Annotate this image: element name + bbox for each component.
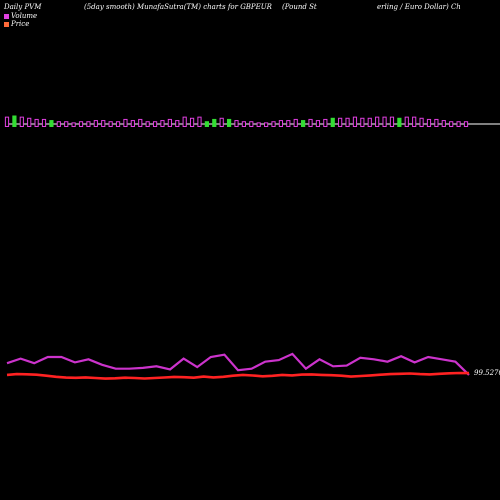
volume-bar bbox=[441, 120, 446, 127]
volume-bar bbox=[389, 116, 395, 128]
volume-bar bbox=[123, 118, 128, 128]
volume-bar bbox=[49, 120, 54, 127]
volume-bar bbox=[12, 115, 17, 127]
smooth-series-line bbox=[6, 352, 470, 376]
volume-bar bbox=[397, 117, 402, 127]
volume-bar bbox=[256, 122, 261, 127]
volume-bar bbox=[4, 116, 10, 128]
volume-bar bbox=[249, 121, 254, 128]
legend-price-label: Price bbox=[11, 20, 30, 28]
volume-bar bbox=[278, 120, 284, 127]
volume-bar bbox=[338, 117, 343, 127]
volume-bar bbox=[108, 121, 113, 128]
last-price-label: 99.5270 bbox=[474, 369, 500, 377]
chart-title: (5day smooth) MunafaSutra(TM) charts for… bbox=[84, 3, 272, 11]
volume-bar bbox=[219, 117, 224, 127]
volume-bar bbox=[101, 120, 106, 127]
volume-bar bbox=[323, 118, 328, 128]
legend-price-swatch bbox=[4, 21, 9, 27]
volume-bar bbox=[34, 118, 39, 128]
volume-bar bbox=[115, 121, 121, 128]
volume-bar bbox=[367, 117, 372, 127]
volume-bar bbox=[375, 116, 380, 128]
volume-bar bbox=[264, 122, 269, 127]
volume-bar bbox=[19, 116, 24, 128]
legend-volume-swatch bbox=[4, 13, 9, 19]
volume-bar bbox=[130, 120, 135, 127]
volume-bar bbox=[93, 120, 98, 127]
volume-bar bbox=[419, 117, 424, 127]
volume-bar bbox=[434, 118, 439, 128]
volume-bar bbox=[138, 118, 143, 128]
volume-bar bbox=[293, 118, 298, 128]
volume-bar bbox=[271, 121, 276, 128]
volume-bar bbox=[86, 121, 91, 128]
volume-bar bbox=[301, 120, 306, 127]
volume-bar bbox=[204, 121, 209, 128]
volume-bar bbox=[152, 121, 158, 128]
volume-bar bbox=[308, 118, 313, 128]
price-series-line bbox=[6, 371, 470, 380]
legend-volume-label: Volume bbox=[11, 12, 38, 20]
volume-bar bbox=[226, 118, 232, 128]
volume-bar bbox=[456, 121, 461, 128]
volume-bar bbox=[286, 120, 291, 127]
volume-bar bbox=[41, 118, 47, 128]
volume-bar bbox=[360, 117, 365, 127]
volume-bar bbox=[78, 121, 84, 128]
chart-type-label: Daily PVM bbox=[4, 3, 42, 11]
volume-bar bbox=[167, 118, 172, 128]
instrument-name-part1: (Pound St bbox=[282, 3, 317, 11]
volume-bar bbox=[27, 117, 32, 127]
instrument-name-part2: erling / Euro Dollar) Ch bbox=[377, 3, 461, 11]
legend-price: Price bbox=[4, 20, 29, 28]
volume-bar bbox=[404, 116, 409, 128]
volume-bar bbox=[175, 120, 180, 127]
volume-bar bbox=[382, 116, 387, 128]
volume-bar bbox=[64, 121, 69, 128]
volume-bar bbox=[234, 120, 239, 127]
volume-bar bbox=[197, 116, 202, 128]
volume-bar bbox=[449, 121, 454, 128]
volume-bar bbox=[463, 121, 469, 128]
volume-bar bbox=[56, 121, 61, 128]
volume-bar bbox=[189, 117, 195, 127]
volume-bar bbox=[145, 121, 150, 128]
legend-volume: Volume bbox=[4, 12, 37, 20]
volume-bar bbox=[426, 118, 432, 128]
volume-bar bbox=[412, 116, 417, 128]
volume-bar bbox=[212, 118, 217, 128]
volume-bar bbox=[352, 116, 358, 128]
volume-bar bbox=[345, 117, 350, 127]
volume-bar bbox=[315, 120, 321, 127]
volume-bar bbox=[330, 117, 335, 127]
volume-bar bbox=[241, 121, 247, 128]
volume-bar bbox=[71, 122, 76, 127]
volume-bar bbox=[160, 120, 165, 127]
volume-bar bbox=[182, 116, 187, 128]
